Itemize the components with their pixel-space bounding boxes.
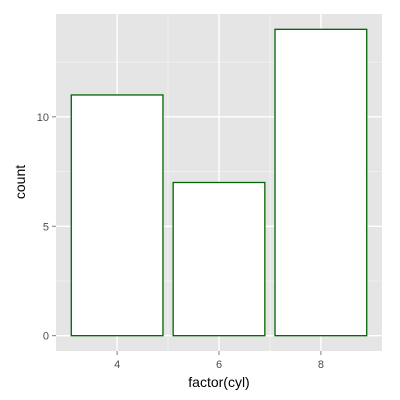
x-axis-title: factor(cyl): [188, 374, 249, 390]
y-tick-label: 5: [43, 221, 49, 233]
y-axis: 0 5 10: [37, 112, 56, 343]
bar-8: [274, 28, 368, 337]
y-axis-title: count: [12, 165, 28, 199]
x-tick-label: 4: [114, 359, 120, 371]
bars: [70, 28, 368, 337]
y-tick-label: 10: [37, 112, 49, 124]
bar-4: [70, 94, 164, 337]
bar-6: [172, 181, 266, 337]
y-tick-label: 0: [43, 331, 49, 343]
x-tick-label: 6: [216, 359, 222, 371]
x-axis: 4 6 8: [114, 351, 324, 371]
x-tick-label: 8: [318, 359, 324, 371]
